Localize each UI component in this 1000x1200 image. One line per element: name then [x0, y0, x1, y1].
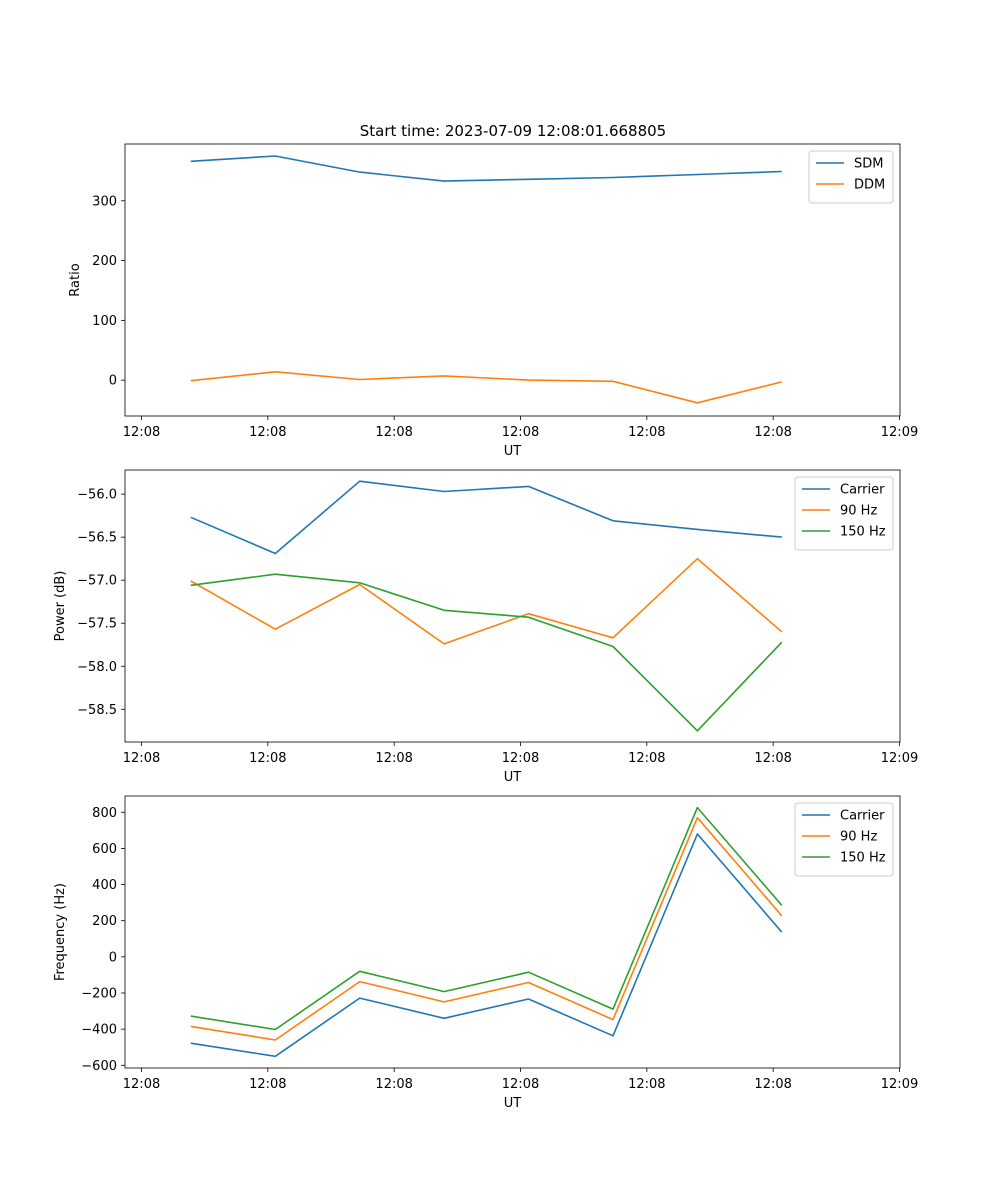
- y-tick-label: −58.0: [77, 660, 117, 675]
- legend-label: 90 Hz: [840, 504, 877, 519]
- y-tick-label: −600: [81, 1059, 117, 1074]
- x-tick-label: 12:08: [249, 425, 286, 440]
- legend-label: 90 Hz: [840, 830, 877, 845]
- axes-frame: [124, 469, 901, 743]
- series-line-carrier: [190, 480, 782, 555]
- legend-label: SDM: [854, 157, 883, 172]
- axes-frame: [124, 795, 901, 1069]
- x-tick-label: 12:08: [123, 751, 160, 766]
- y-axis-label: Ratio: [68, 263, 83, 296]
- y-tick-label: −56.5: [77, 531, 117, 546]
- legend-label: Carrier: [840, 483, 885, 498]
- x-tick-label: 12:08: [502, 425, 539, 440]
- x-tick-label: 12:08: [375, 425, 412, 440]
- y-tick-label: 300: [92, 194, 117, 209]
- x-tick-label: 12:08: [249, 1077, 286, 1092]
- y-axis-label: Power (dB): [53, 571, 68, 642]
- legend: Carrier 90 Hz 150 Hz: [794, 802, 894, 877]
- x-tick-label: 12:08: [628, 751, 665, 766]
- y-tick-label: −56.0: [77, 488, 117, 503]
- y-tick-label: 0: [109, 950, 117, 965]
- x-axis-label: UT: [504, 770, 522, 785]
- x-tick-label: 12:08: [628, 425, 665, 440]
- legend: SDM DDM: [808, 150, 894, 204]
- y-tick-label: 400: [92, 878, 117, 893]
- figure-title: Start time: 2023-07-09 12:08:01.668805: [360, 122, 666, 140]
- x-tick-label: 12:08: [375, 751, 412, 766]
- series-line-carrier: [190, 833, 783, 1058]
- y-tick-label: 200: [92, 914, 117, 929]
- y-tick-label: 800: [92, 806, 117, 821]
- y-tick-label: −57.5: [77, 617, 117, 632]
- y-tick-label: 200: [92, 254, 117, 269]
- subplot-3: −600 −400 −200 0 200 400 600 800 12:08 12:08 12:08…: [53, 795, 918, 1111]
- subplot-1: 0 100 200 300 12:08 12:08 12:08 12:08 12:08 12:08…: [68, 143, 918, 459]
- legend-label: Carrier: [840, 809, 885, 824]
- legend-label: 150 Hz: [840, 851, 886, 866]
- x-tick-label: 12:09: [881, 425, 918, 440]
- legend-label: 150 Hz: [840, 525, 886, 540]
- y-tick-label: −58.5: [77, 703, 117, 718]
- series-line-150-hz: [190, 806, 783, 1031]
- y-axis-label: Frequency (Hz): [53, 883, 68, 981]
- series-line-150-hz: [190, 573, 783, 732]
- subplot-2: −58.5 −58.0 −57.5 −57.0 −56.5 −56.0 12:08 12:08…: [53, 469, 918, 785]
- x-tick-label: 12:08: [123, 425, 160, 440]
- x-tick-label: 12:09: [881, 1077, 918, 1092]
- legend: Carrier 90 Hz 150 Hz: [794, 476, 894, 551]
- x-tick-label: 12:08: [249, 751, 286, 766]
- legend-label: DDM: [854, 178, 885, 193]
- axes-frame: [124, 143, 901, 417]
- y-tick-label: 600: [92, 842, 117, 857]
- x-tick-label: 12:08: [754, 1077, 791, 1092]
- y-tick-label: −200: [81, 986, 117, 1001]
- x-axis-label: UT: [504, 1096, 522, 1111]
- x-tick-label: 12:08: [754, 425, 791, 440]
- y-tick-label: −57.0: [77, 574, 117, 589]
- series-line-90-hz: [190, 557, 783, 645]
- legend-box: [808, 150, 894, 204]
- x-tick-label: 12:08: [502, 1077, 539, 1092]
- y-tick-label: 0: [109, 374, 117, 389]
- series-line-90-hz: [190, 816, 783, 1041]
- series-line-ddm: [190, 370, 782, 404]
- x-axis-label: UT: [504, 444, 522, 459]
- x-tick-label: 12:08: [502, 751, 539, 766]
- series-line-sdm: [190, 155, 782, 182]
- x-tick-label: 12:08: [754, 751, 791, 766]
- x-tick-label: 12:08: [123, 1077, 160, 1092]
- y-tick-label: 100: [92, 314, 117, 329]
- x-tick-label: 12:08: [628, 1077, 665, 1092]
- subplots: 0 100 200 300 12:08 12:08 12:08 12:08 12:08 12:08…: [53, 143, 918, 1111]
- y-tick-label: −400: [81, 1023, 117, 1038]
- x-tick-label: 12:09: [881, 751, 918, 766]
- x-tick-label: 12:08: [375, 1077, 412, 1092]
